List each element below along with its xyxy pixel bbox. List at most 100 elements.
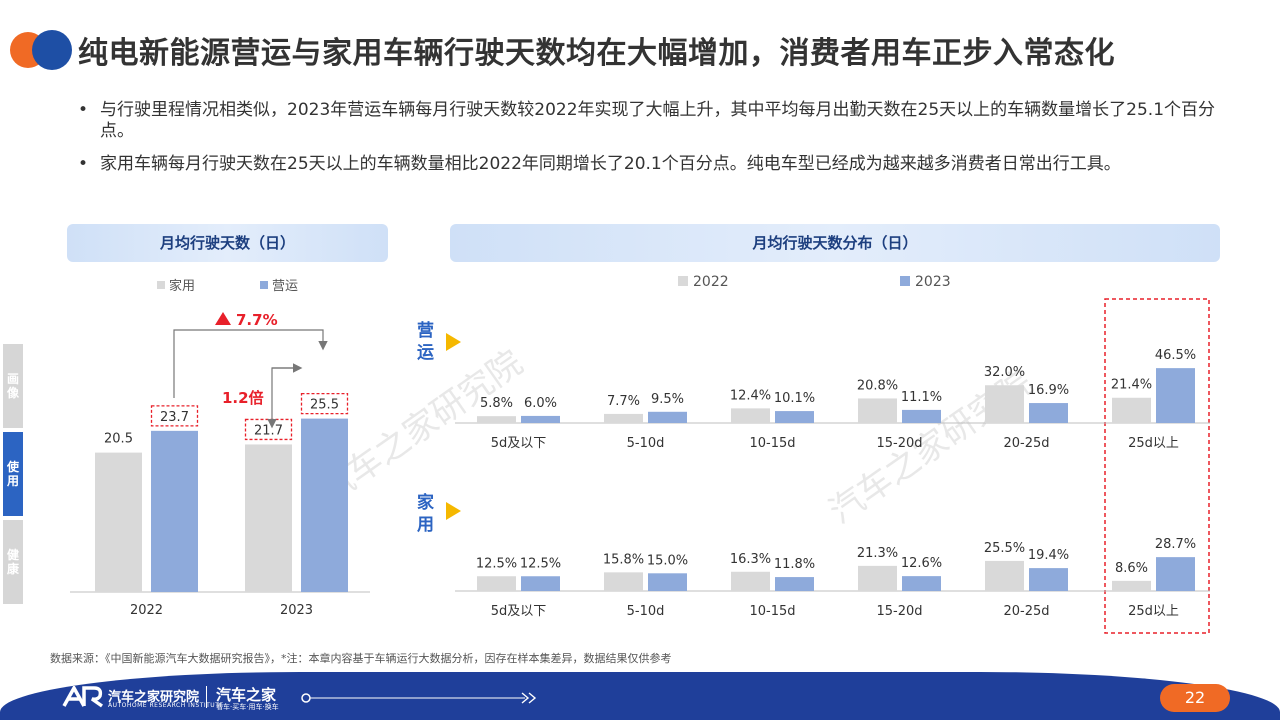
value-label: 25.5% bbox=[984, 541, 1025, 556]
panel-label-operating-1: 营 bbox=[417, 320, 434, 341]
bar-家用-2023-25d以上 bbox=[1156, 557, 1195, 591]
bar-营运-2022-5d及以下 bbox=[477, 416, 516, 423]
panel-arrow-icon bbox=[446, 502, 461, 520]
value-label: 21.4% bbox=[1111, 378, 1152, 393]
bar-家用-2023-20-25d bbox=[1029, 568, 1068, 591]
bar-营运-2023-20-25d bbox=[1029, 403, 1068, 423]
value-label: 12.5% bbox=[476, 556, 517, 571]
chart-days-distribution: 2022 2023 营 运 家 用 5.8% 6.0% 5d及以下 7.7% 9.5% 5… bbox=[417, 274, 1210, 634]
value-label: 12.5% bbox=[520, 556, 561, 571]
x-tick-label: 25d以上 bbox=[1128, 436, 1179, 451]
growth-label: 7.7% bbox=[236, 311, 278, 329]
x-tick-label: 15-20d bbox=[876, 604, 922, 619]
panel-label-home-1: 家 bbox=[417, 492, 434, 513]
panel-label-home-2: 用 bbox=[417, 515, 434, 535]
bar-家用-2022-5d及以下 bbox=[477, 576, 516, 591]
x-tick-label: 5d及以下 bbox=[491, 604, 547, 619]
value-label: 23.7 bbox=[160, 410, 189, 425]
value-label: 20.5 bbox=[104, 432, 133, 447]
value-label: 21.7 bbox=[254, 423, 283, 438]
value-label: 12.6% bbox=[901, 556, 942, 571]
brand-divider bbox=[206, 686, 207, 708]
panel-arrow-icon bbox=[446, 333, 461, 351]
value-label-box bbox=[150, 405, 199, 427]
brand-research-institute: 汽车之家研究院 bbox=[108, 690, 200, 705]
value-label: 6.0% bbox=[524, 396, 557, 411]
value-label-box bbox=[300, 392, 349, 415]
value-label: 15.0% bbox=[647, 553, 688, 568]
x-tick-label: 5-10d bbox=[627, 604, 665, 619]
legend-label-operating: 营运 bbox=[272, 279, 298, 294]
panel-label-operating-2: 运 bbox=[417, 343, 434, 363]
bar-营运-2023-10-15d bbox=[775, 411, 814, 423]
bullet-item: 家用车辆每月行驶天数在25天以上的车辆数量相比2022年同期增长了20.1个百分… bbox=[78, 154, 1228, 175]
legend-label-2023: 2023 bbox=[915, 274, 951, 290]
bar-家用-2022 bbox=[95, 452, 142, 592]
bar-家用-2022-10-15d bbox=[731, 571, 770, 591]
ratio-label: 1.2倍 bbox=[222, 389, 264, 407]
value-label: 11.8% bbox=[774, 557, 815, 572]
value-label: 7.7% bbox=[607, 394, 640, 409]
sidebar-tab-portrait[interactable]: 画像 bbox=[3, 344, 23, 428]
page-number: 22 bbox=[1160, 684, 1230, 712]
bar-营运-2022-10-15d bbox=[731, 408, 770, 423]
up-triangle-icon bbox=[215, 312, 231, 325]
chart1-header: 月均行驶天数（日） bbox=[67, 224, 388, 262]
bar-营运-2022-5-10d bbox=[604, 413, 643, 423]
legend-label-2022: 2022 bbox=[693, 274, 729, 290]
bar-家用-2022-15-20d bbox=[858, 565, 897, 591]
chart-avg-days: 家用 营运 20.5 23.7 2022 21.7 25.5 2023 7.7% 1.2倍 bbox=[70, 278, 370, 618]
source-note: 数据来源：《中国新能源汽车大数据研究报告》，*注：本章内容基于车辆运行大数据分析… bbox=[50, 652, 672, 665]
bar-家用-2023 bbox=[245, 444, 292, 592]
bar-家用-2023-5d及以下 bbox=[521, 576, 560, 591]
x-tick-label: 2022 bbox=[130, 603, 163, 618]
bar-营运-2023-5-10d bbox=[648, 411, 687, 423]
brand-autohome-sub: 看车·买车·用车·换车 bbox=[216, 703, 279, 711]
value-label: 28.7% bbox=[1155, 537, 1196, 552]
legend-swatch-home bbox=[157, 281, 165, 289]
x-tick-label: 25d以上 bbox=[1128, 604, 1179, 619]
value-label: 8.6% bbox=[1115, 561, 1148, 576]
bar-营运-2022-25d以上 bbox=[1112, 397, 1151, 423]
chart2-header: 月均行驶天数分布（日） bbox=[450, 224, 1220, 262]
value-label: 5.8% bbox=[480, 396, 513, 411]
value-label: 16.9% bbox=[1028, 383, 1069, 398]
brand-autohome: 汽车之家 bbox=[216, 686, 277, 704]
x-tick-label: 2023 bbox=[280, 603, 313, 618]
bar-营运-2022-15-20d bbox=[858, 398, 897, 423]
value-label: 25.5 bbox=[310, 398, 339, 413]
value-label: 15.8% bbox=[603, 552, 644, 567]
value-label: 20.8% bbox=[857, 378, 898, 393]
bar-营运-2023 bbox=[301, 418, 348, 592]
bar-家用-2023-10-15d bbox=[775, 577, 814, 591]
autohome-logo-icon bbox=[62, 686, 104, 708]
x-tick-label: 5-10d bbox=[627, 436, 665, 451]
highlight-25d-box bbox=[1104, 298, 1210, 634]
sidebar-tab-health[interactable]: 健康 bbox=[3, 520, 23, 604]
bar-家用-2023-15-20d bbox=[902, 576, 941, 591]
value-label: 10.1% bbox=[774, 391, 815, 406]
page-title: 纯电新能源营运与家用车辆行驶天数均在大幅增加，消费者用车正步入常态化 bbox=[78, 36, 1115, 71]
x-tick-label: 10-15d bbox=[749, 604, 795, 619]
bar-营运-2022-20-25d bbox=[985, 385, 1024, 423]
bar-营运-2023-15-20d bbox=[902, 409, 941, 423]
value-label: 19.4% bbox=[1028, 548, 1069, 563]
legend-swatch-operating bbox=[260, 281, 268, 289]
legend-label-home: 家用 bbox=[169, 278, 195, 294]
progress-arrow-icon bbox=[301, 692, 537, 704]
x-tick-label: 20-25d bbox=[1003, 604, 1049, 619]
value-label: 32.0% bbox=[984, 365, 1025, 380]
sidebar-tab-label: 健康 bbox=[6, 548, 19, 576]
brand-research-institute-sub: AUTOHOME RESEARCH INSTITUTE bbox=[108, 702, 224, 709]
bar-家用-2022-20-25d bbox=[985, 560, 1024, 591]
sidebar-tab-usage[interactable]: 使用 bbox=[3, 432, 23, 516]
ratio-connector bbox=[267, 367, 298, 429]
value-label: 46.5% bbox=[1155, 348, 1196, 363]
logo-dots bbox=[10, 30, 72, 70]
bar-家用-2022-25d以上 bbox=[1112, 580, 1151, 591]
value-label: 16.3% bbox=[730, 552, 771, 567]
value-label: 21.3% bbox=[857, 546, 898, 561]
footer-bar bbox=[0, 672, 1280, 720]
legend-swatch-2023 bbox=[900, 276, 910, 286]
value-label: 12.4% bbox=[730, 388, 771, 403]
